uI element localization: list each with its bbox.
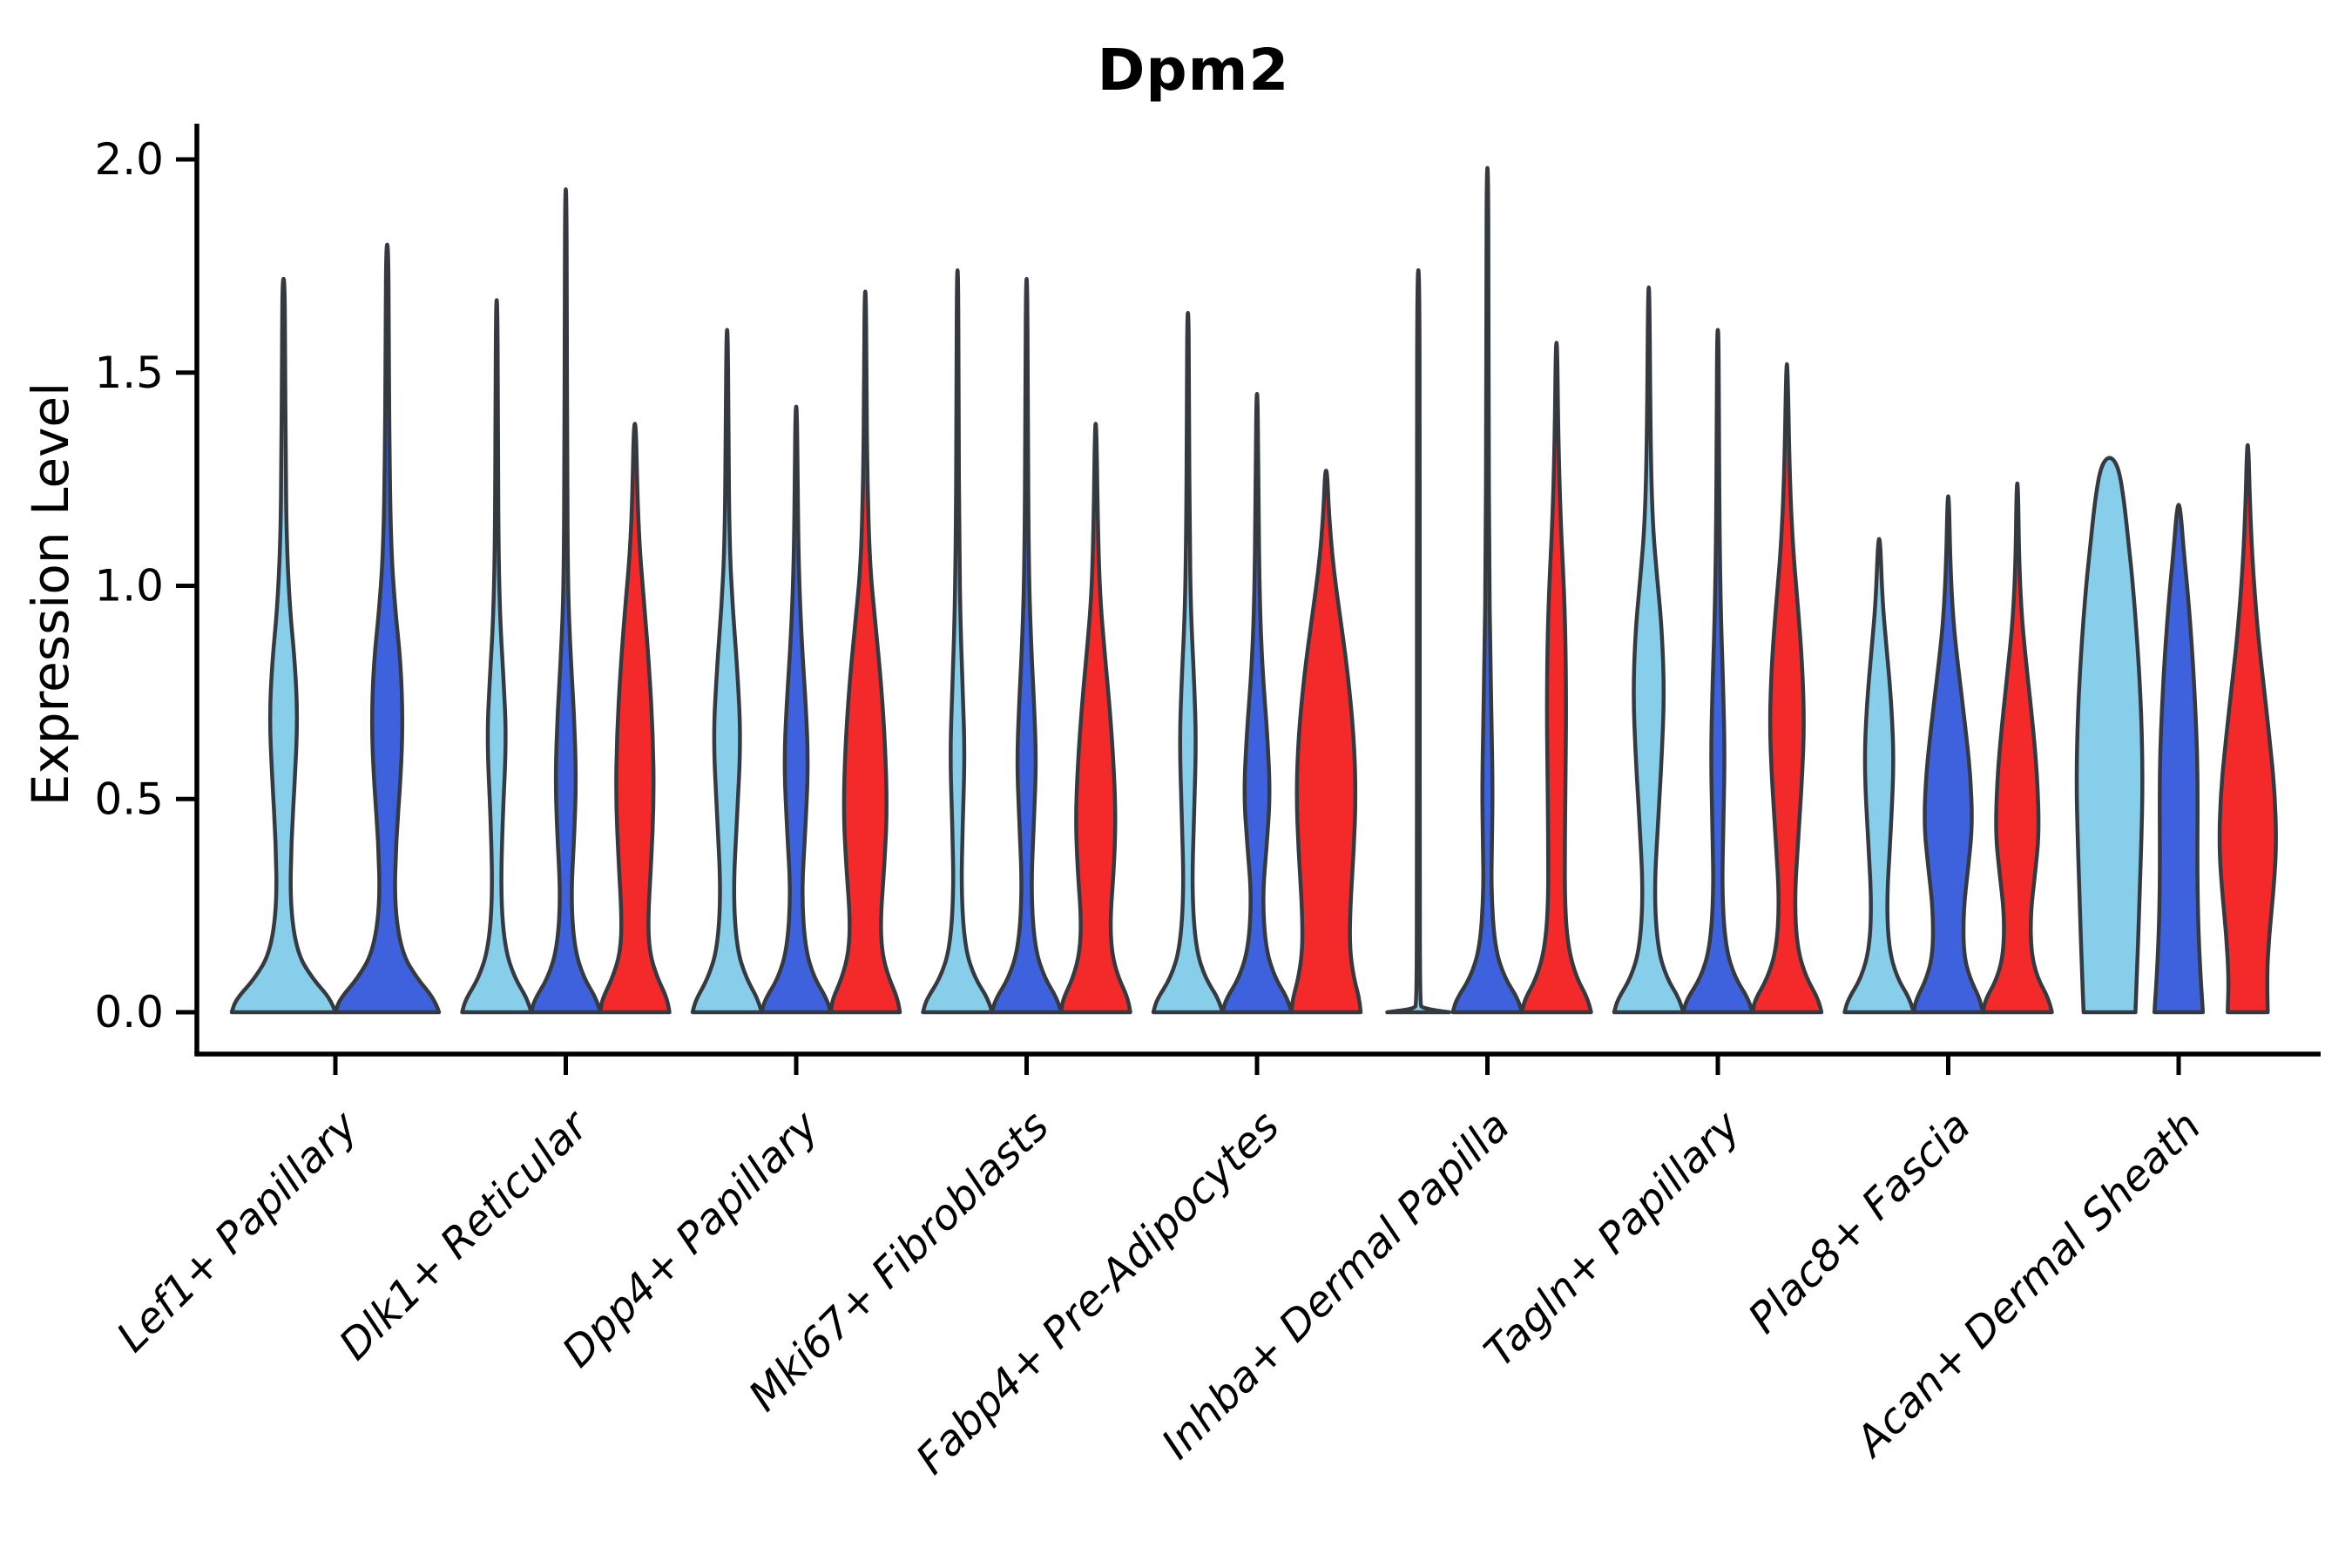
violin-Dlk1+ Reticular-lightblue	[460, 298, 534, 1015]
y-tick-label: 0.0	[94, 987, 164, 1037]
violin-Plac8+ Fascia-lightblue	[1842, 537, 1916, 1015]
violin-Fabp4+ Pre-Adipocytes-lightblue	[1151, 310, 1225, 1015]
violin-Dlk1+ Reticular-blue	[529, 187, 603, 1015]
violin-Dpp4+ Papillary-lightblue	[690, 328, 764, 1015]
violin-Dpp4+ Papillary-red	[828, 289, 902, 1015]
violin-Acan+ Dermal Sheath-blue	[2152, 503, 2206, 1015]
violin-Tagln+ Papillary-lightblue	[1612, 285, 1686, 1015]
violin-Acan+ Dermal Sheath-lightblue	[2074, 456, 2145, 1015]
violin-Plac8+ Fascia-red	[1980, 481, 2054, 1015]
violin-Lef1+ Papillary-blue	[333, 242, 442, 1015]
violin-Lef1+ Papillary-lightblue	[229, 276, 338, 1015]
violin-Mki67+ Fibroblasts-lightblue	[921, 268, 995, 1015]
y-tick-label: 0.5	[94, 774, 164, 824]
violin-Fabp4+ Pre-Adipocytes-blue	[1220, 391, 1294, 1015]
violin-Tagln+ Papillary-red	[1750, 362, 1824, 1015]
violin-Inhba+ Dermal Papilla-blue	[1450, 166, 1524, 1015]
violin-Plac8+ Fascia-blue	[1911, 494, 1985, 1015]
violin-Dlk1+ Reticular-red	[598, 422, 672, 1015]
y-tick-label: 1.5	[94, 348, 164, 398]
violin-Dpp4+ Papillary-blue	[760, 404, 833, 1015]
violin-Fabp4+ Pre-Adipocytes-red	[1289, 469, 1363, 1015]
x-tick-label: Dpp4+ Papillary	[553, 1101, 828, 1376]
chart-title: Dpm2	[1097, 37, 1290, 104]
y-tick-label: 1.0	[94, 561, 164, 612]
x-tick-label: Dlk1+ Reticular	[330, 1100, 600, 1370]
x-tick-label: Tagln+ Papillary	[1475, 1101, 1750, 1376]
x-tick-label: Plac8+ Fascia	[1739, 1102, 1980, 1343]
violin-Inhba+ Dermal Papilla-lightblue	[1385, 268, 1452, 1015]
violin-Acan+ Dermal Sheath-red	[2217, 443, 2278, 1015]
violin-Mki67+ Fibroblasts-red	[1058, 422, 1132, 1015]
x-tick-label: Lef1+ Papillary	[107, 1101, 368, 1362]
violin-Inhba+ Dermal Papilla-red	[1519, 341, 1593, 1015]
violin-Tagln+ Papillary-blue	[1681, 328, 1754, 1015]
violin-Mki67+ Fibroblasts-blue	[990, 276, 1064, 1015]
y-tick-label: 2.0	[94, 134, 164, 185]
x-tick-label: Fabp4+ Pre-Adipocytes	[907, 1102, 1289, 1484]
